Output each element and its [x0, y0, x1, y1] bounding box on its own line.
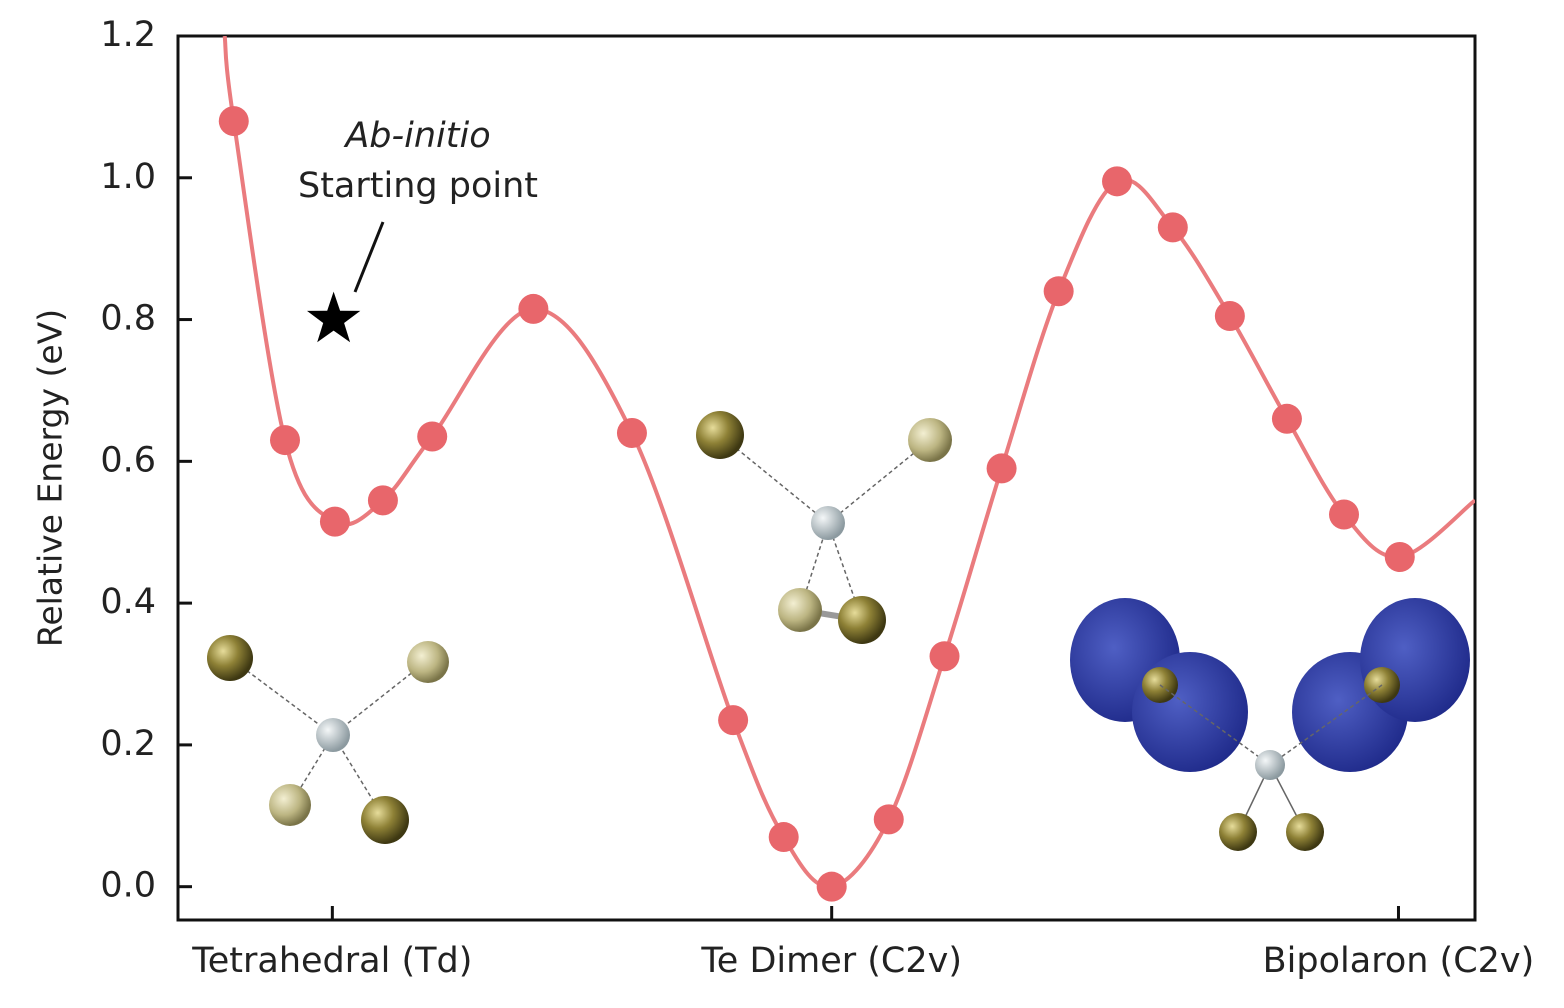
y-tick-label: 0.8 — [100, 299, 156, 339]
chart: Relative Energy (eV) Ab-initio Starting … — [0, 0, 1564, 1004]
data-point — [718, 705, 748, 735]
y-tick-label: 1.0 — [100, 157, 156, 197]
x-tick-label: Bipolaron (C2v) — [1263, 941, 1535, 981]
annotation: Ab-initio — [343, 116, 490, 156]
y-tick-label: 0.0 — [100, 866, 156, 906]
data-point — [1385, 542, 1415, 572]
data-point — [874, 804, 904, 834]
data-point — [817, 872, 847, 902]
data-point — [320, 507, 350, 537]
y-tick-label: 0.6 — [100, 440, 156, 480]
data-point — [1329, 500, 1359, 530]
data-point — [1102, 166, 1132, 196]
data-point — [1158, 212, 1188, 242]
y-tick-label: 1.2 — [100, 15, 156, 55]
annotation-leader — [355, 222, 383, 292]
molecule-bipolaron — [1070, 598, 1470, 851]
data-point — [930, 641, 960, 671]
fit-line — [225, 36, 1475, 887]
data-point — [1215, 301, 1245, 331]
star-marker — [307, 292, 360, 343]
data-point — [417, 422, 447, 452]
data-point — [219, 106, 249, 136]
annotation: Starting point — [298, 166, 538, 206]
x-tick-label: Tetrahedral (Td) — [191, 941, 472, 981]
molecule-tetrahedral — [207, 635, 449, 844]
x-tick-label: Te Dimer (C2v) — [700, 941, 962, 981]
y-tick-label: 0.2 — [100, 724, 156, 764]
data-point — [769, 822, 799, 852]
y-axis-label: Relative Energy (eV) — [31, 309, 70, 647]
data-point — [987, 453, 1017, 483]
molecule-dimer — [696, 411, 952, 644]
y-tick-label: 0.4 — [100, 582, 156, 622]
data-point — [368, 485, 398, 515]
data-point — [1044, 276, 1074, 306]
data-point — [518, 294, 548, 324]
data-point — [1272, 404, 1302, 434]
data-point — [617, 418, 647, 448]
data-point — [270, 425, 300, 455]
